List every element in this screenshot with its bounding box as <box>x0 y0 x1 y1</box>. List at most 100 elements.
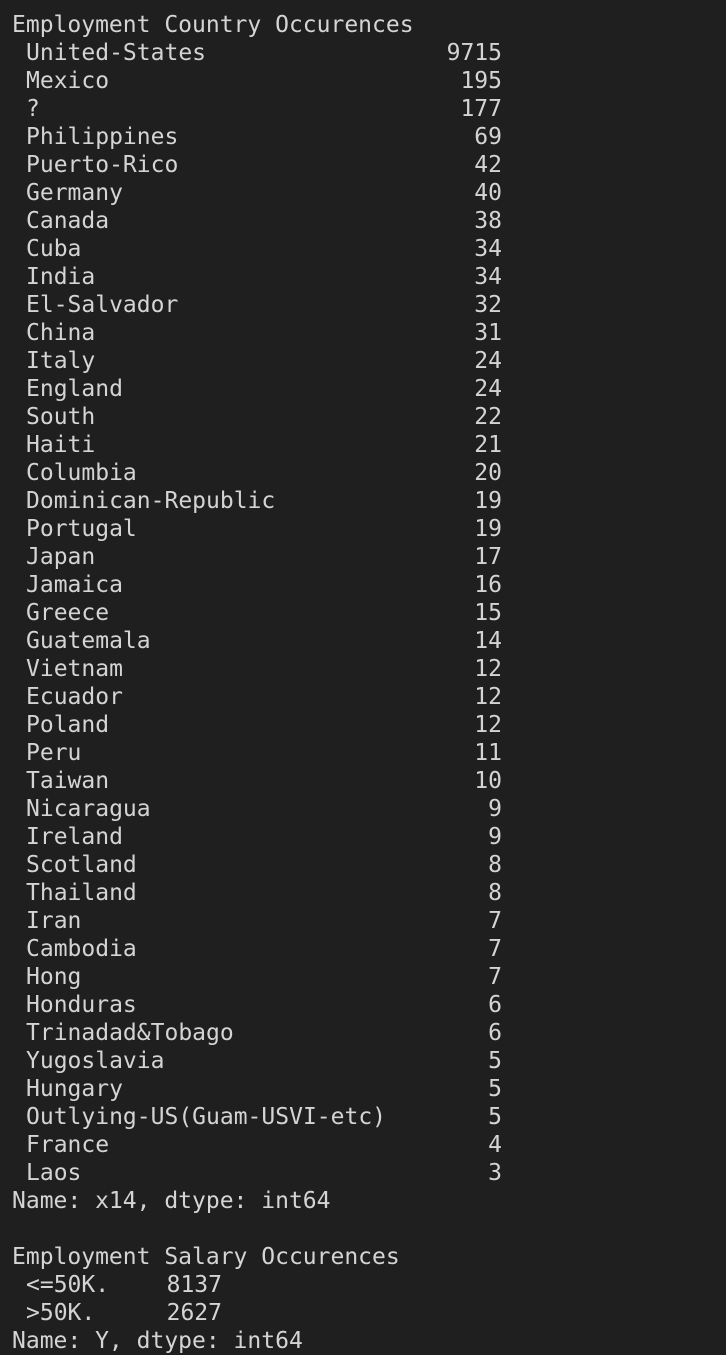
country-name: Honduras <box>26 992 137 1018</box>
table-row: South 22 <box>0 403 726 431</box>
country-count: 8 <box>488 852 502 878</box>
country-count: 19 <box>474 488 502 514</box>
table-row: ? 177 <box>0 95 726 123</box>
country-count: 14 <box>474 628 502 654</box>
table-row: Laos 3 <box>0 1159 726 1187</box>
country-name: Greece <box>26 600 110 626</box>
country-count: 5 <box>488 1048 502 1074</box>
country-count: 22 <box>474 404 502 430</box>
table-row: Trinadad&Tobago 6 <box>0 1019 726 1047</box>
table-row: Vietnam 12 <box>0 655 726 683</box>
table-row: Italy 24 <box>0 347 726 375</box>
salary-count: 2627 <box>166 1300 222 1326</box>
country-name: Poland <box>26 712 110 738</box>
country-count: 5 <box>488 1076 502 1102</box>
country-count: 9 <box>488 796 502 822</box>
country-count: 12 <box>474 656 502 682</box>
table-row: Thailand 8 <box>0 879 726 907</box>
country-count: 31 <box>474 320 502 346</box>
table-row: <=50K. 8137 <box>0 1271 726 1299</box>
country-count: 7 <box>488 936 502 962</box>
table-row: Puerto-Rico 42 <box>0 151 726 179</box>
table-row: Iran 7 <box>0 907 726 935</box>
country-count: 34 <box>474 236 502 262</box>
table-row: Cuba 34 <box>0 235 726 263</box>
country-count: 15 <box>474 600 502 626</box>
salary-section-header: Employment Salary Occurences <box>12 1244 400 1270</box>
country-count: 9 <box>488 824 502 850</box>
salary-label: <=50K. <box>26 1272 110 1298</box>
country-count: 177 <box>460 96 502 122</box>
country-name: Germany <box>26 180 123 206</box>
table-row: Portugal 19 <box>0 515 726 543</box>
table-row: Philippines 69 <box>0 123 726 151</box>
table-row: Jamaica 16 <box>0 571 726 599</box>
country-count: 40 <box>474 180 502 206</box>
country-name: Scotland <box>26 852 137 878</box>
country-count: 195 <box>460 68 502 94</box>
country-name: Canada <box>26 208 110 234</box>
country-name: Trinadad&Tobago <box>26 1020 234 1046</box>
country-count: 42 <box>474 152 502 178</box>
country-name: Hong <box>26 964 82 990</box>
country-count: 69 <box>474 124 502 150</box>
table-row: Ecuador 12 <box>0 683 726 711</box>
table-row: Peru 11 <box>0 739 726 767</box>
country-name: Peru <box>26 740 82 766</box>
country-count: 12 <box>474 684 502 710</box>
country-name: Vietnam <box>26 656 123 682</box>
table-row: Dominican-Republic 19 <box>0 487 726 515</box>
table-row: Greece 15 <box>0 599 726 627</box>
country-section-header: Employment Country Occurences <box>12 12 414 38</box>
country-section-footer: Name: x14, dtype: int64 <box>12 1188 331 1214</box>
table-row: Nicaragua 9 <box>0 795 726 823</box>
country-name: Puerto-Rico <box>26 152 179 178</box>
country-count: 32 <box>474 292 502 318</box>
table-row: Outlying-US(Guam-USVI-etc) 5 <box>0 1103 726 1131</box>
table-row: Haiti 21 <box>0 431 726 459</box>
country-name: France <box>26 1132 110 1158</box>
country-count: 4 <box>488 1132 502 1158</box>
country-count: 6 <box>488 1020 502 1046</box>
country-count: 10 <box>474 768 502 794</box>
country-count: 17 <box>474 544 502 570</box>
salary-count: 8137 <box>166 1272 222 1298</box>
table-row: France 4 <box>0 1131 726 1159</box>
country-count: 19 <box>474 516 502 542</box>
country-count: 3 <box>488 1160 502 1186</box>
country-count: 16 <box>474 572 502 598</box>
table-row: >50K. 2627 <box>0 1299 726 1327</box>
country-count: 24 <box>474 348 502 374</box>
country-name: Portugal <box>26 516 137 542</box>
country-name: China <box>26 320 96 346</box>
table-row: Guatemala 14 <box>0 627 726 655</box>
table-row: Japan 17 <box>0 543 726 571</box>
country-name: Philippines <box>26 124 179 150</box>
country-name: Outlying-US(Guam-USVI-etc) <box>26 1104 387 1130</box>
table-row: Scotland 8 <box>0 851 726 879</box>
country-name: Ireland <box>26 824 123 850</box>
country-count: 24 <box>474 376 502 402</box>
country-name: Cuba <box>26 236 82 262</box>
table-row: China 31 <box>0 319 726 347</box>
country-name: United-States <box>26 40 207 66</box>
country-name: Japan <box>26 544 96 570</box>
table-row: Honduras 6 <box>0 991 726 1019</box>
table-row: Canada 38 <box>0 207 726 235</box>
salary-section-footer: Name: Y, dtype: int64 <box>12 1328 303 1354</box>
country-name: Columbia <box>26 460 137 486</box>
country-name: Dominican-Republic <box>26 488 276 514</box>
country-count: 11 <box>474 740 502 766</box>
country-name: Haiti <box>26 432 96 458</box>
table-row: Mexico 195 <box>0 67 726 95</box>
table-row: Columbia 20 <box>0 459 726 487</box>
salary-label: >50K. <box>26 1300 96 1326</box>
country-count: 38 <box>474 208 502 234</box>
table-row: India 34 <box>0 263 726 291</box>
table-row: Poland 12 <box>0 711 726 739</box>
country-name: England <box>26 376 123 402</box>
country-name: Taiwan <box>26 768 110 794</box>
country-name: Jamaica <box>26 572 123 598</box>
table-row: Yugoslavia 5 <box>0 1047 726 1075</box>
